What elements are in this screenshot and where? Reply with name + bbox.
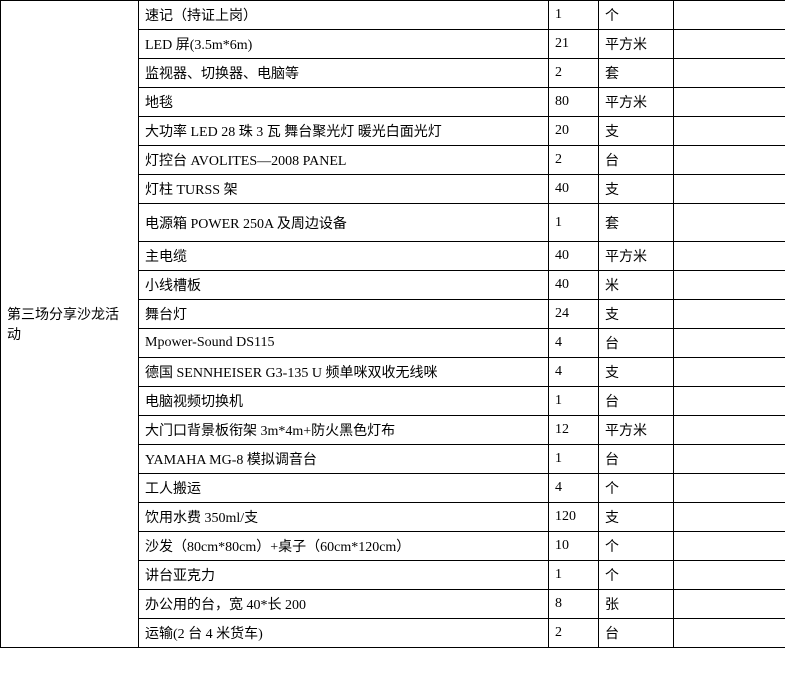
item-cell: 舞台灯 — [139, 300, 549, 329]
item-cell: 监视器、切换器、电脑等 — [139, 59, 549, 88]
item-cell: 大门口背景板衔架 3m*4m+防火黑色灯布 — [139, 416, 549, 445]
unit-cell: 平方米 — [599, 416, 674, 445]
unit-cell: 米 — [599, 271, 674, 300]
qty-cell: 1 — [549, 445, 599, 474]
qty-cell: 4 — [549, 474, 599, 503]
item-cell: 饮用水费 350ml/支 — [139, 503, 549, 532]
unit-cell: 支 — [599, 358, 674, 387]
item-cell: 灯控台 AVOLITES—2008 PANEL — [139, 146, 549, 175]
blank-cell — [674, 387, 785, 416]
blank-cell — [674, 445, 785, 474]
item-cell: 工人搬运 — [139, 474, 549, 503]
blank-cell — [674, 146, 785, 175]
unit-cell: 个 — [599, 474, 674, 503]
unit-cell: 张 — [599, 590, 674, 619]
blank-cell — [674, 1, 785, 30]
blank-cell — [674, 204, 785, 242]
blank-cell — [674, 117, 785, 146]
unit-cell: 台 — [599, 619, 674, 648]
unit-cell: 个 — [599, 532, 674, 561]
item-cell: 小线槽板 — [139, 271, 549, 300]
item-cell: 地毯 — [139, 88, 549, 117]
blank-cell — [674, 561, 785, 590]
item-cell: 速记（持证上岗） — [139, 1, 549, 30]
equipment-table: 第三场分享沙龙活动速记（持证上岗）1个LED 屏(3.5m*6m)21平方米监视… — [0, 0, 785, 648]
qty-cell: 40 — [549, 175, 599, 204]
qty-cell: 1 — [549, 561, 599, 590]
item-cell: 讲台亚克力 — [139, 561, 549, 590]
qty-cell: 4 — [549, 329, 599, 358]
item-cell: 电脑视频切换机 — [139, 387, 549, 416]
blank-cell — [674, 590, 785, 619]
unit-cell: 个 — [599, 561, 674, 590]
item-cell: 办公用的台，宽 40*长 200 — [139, 590, 549, 619]
item-cell: 电源箱 POWER 250A 及周边设备 — [139, 204, 549, 242]
blank-cell — [674, 358, 785, 387]
qty-cell: 21 — [549, 30, 599, 59]
unit-cell: 支 — [599, 117, 674, 146]
unit-cell: 支 — [599, 503, 674, 532]
blank-cell — [674, 329, 785, 358]
qty-cell: 8 — [549, 590, 599, 619]
qty-cell: 1 — [549, 204, 599, 242]
qty-cell: 2 — [549, 619, 599, 648]
blank-cell — [674, 271, 785, 300]
item-cell: YAMAHA MG-8 模拟调音台 — [139, 445, 549, 474]
blank-cell — [674, 59, 785, 88]
qty-cell: 2 — [549, 146, 599, 175]
qty-cell: 2 — [549, 59, 599, 88]
item-cell: 主电缆 — [139, 242, 549, 271]
blank-cell — [674, 619, 785, 648]
qty-cell: 10 — [549, 532, 599, 561]
unit-cell: 台 — [599, 329, 674, 358]
blank-cell — [674, 30, 785, 59]
qty-cell: 40 — [549, 271, 599, 300]
blank-cell — [674, 242, 785, 271]
item-cell: 运输(2 台 4 米货车) — [139, 619, 549, 648]
blank-cell — [674, 88, 785, 117]
qty-cell: 1 — [549, 387, 599, 416]
unit-cell: 平方米 — [599, 30, 674, 59]
qty-cell: 40 — [549, 242, 599, 271]
item-cell: Mpower-Sound DS115 — [139, 329, 549, 358]
item-cell: 沙发（80cm*80cm）+桌子（60cm*120cm） — [139, 532, 549, 561]
blank-cell — [674, 474, 785, 503]
qty-cell: 24 — [549, 300, 599, 329]
qty-cell: 12 — [549, 416, 599, 445]
qty-cell: 1 — [549, 1, 599, 30]
unit-cell: 台 — [599, 146, 674, 175]
blank-cell — [674, 300, 785, 329]
table-row: 第三场分享沙龙活动速记（持证上岗）1个 — [1, 1, 785, 30]
qty-cell: 80 — [549, 88, 599, 117]
category-cell: 第三场分享沙龙活动 — [1, 1, 139, 648]
unit-cell: 支 — [599, 175, 674, 204]
qty-cell: 4 — [549, 358, 599, 387]
unit-cell: 平方米 — [599, 242, 674, 271]
unit-cell: 台 — [599, 445, 674, 474]
unit-cell: 台 — [599, 387, 674, 416]
item-cell: 德国 SENNHEISER G3-135 U 频单咪双收无线咪 — [139, 358, 549, 387]
blank-cell — [674, 416, 785, 445]
blank-cell — [674, 532, 785, 561]
unit-cell: 支 — [599, 300, 674, 329]
unit-cell: 平方米 — [599, 88, 674, 117]
item-cell: 灯柱 TURSS 架 — [139, 175, 549, 204]
item-cell: LED 屏(3.5m*6m) — [139, 30, 549, 59]
unit-cell: 套 — [599, 59, 674, 88]
qty-cell: 20 — [549, 117, 599, 146]
unit-cell: 个 — [599, 1, 674, 30]
item-cell: 大功率 LED 28 珠 3 瓦 舞台聚光灯 暖光白面光灯 — [139, 117, 549, 146]
qty-cell: 120 — [549, 503, 599, 532]
blank-cell — [674, 503, 785, 532]
blank-cell — [674, 175, 785, 204]
unit-cell: 套 — [599, 204, 674, 242]
